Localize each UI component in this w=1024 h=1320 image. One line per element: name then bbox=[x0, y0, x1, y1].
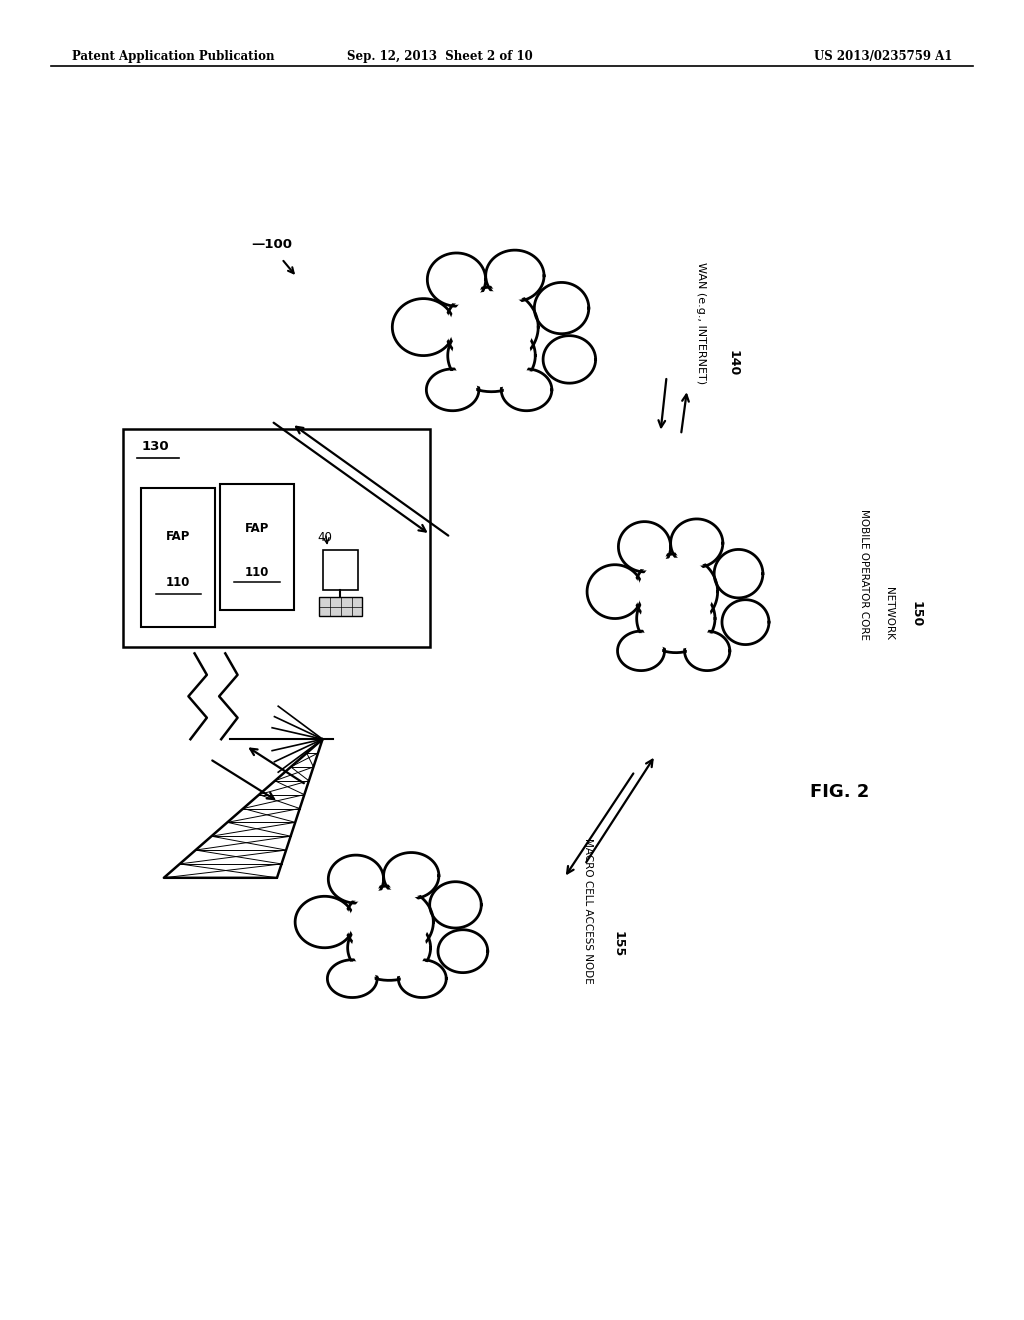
Ellipse shape bbox=[546, 338, 593, 380]
Ellipse shape bbox=[386, 855, 436, 896]
Ellipse shape bbox=[673, 521, 720, 565]
Ellipse shape bbox=[543, 335, 596, 383]
Ellipse shape bbox=[620, 634, 663, 669]
Ellipse shape bbox=[444, 288, 539, 367]
Text: Patent Application Publication: Patent Application Publication bbox=[72, 50, 274, 63]
Ellipse shape bbox=[426, 368, 479, 411]
Ellipse shape bbox=[392, 298, 455, 355]
Text: 130: 130 bbox=[141, 440, 169, 453]
FancyBboxPatch shape bbox=[123, 429, 430, 647]
Ellipse shape bbox=[328, 960, 377, 998]
Text: MACRO CELL ACCESS NODE: MACRO CELL ACCESS NODE bbox=[583, 838, 593, 983]
Ellipse shape bbox=[400, 962, 443, 995]
Ellipse shape bbox=[395, 301, 452, 352]
Ellipse shape bbox=[634, 554, 718, 630]
Ellipse shape bbox=[427, 253, 485, 306]
Ellipse shape bbox=[618, 521, 671, 572]
Ellipse shape bbox=[429, 371, 476, 409]
Ellipse shape bbox=[430, 256, 482, 304]
Ellipse shape bbox=[485, 249, 544, 301]
Ellipse shape bbox=[535, 282, 589, 334]
Ellipse shape bbox=[345, 886, 433, 958]
Ellipse shape bbox=[450, 292, 534, 363]
FancyBboxPatch shape bbox=[323, 550, 358, 590]
Ellipse shape bbox=[440, 932, 485, 970]
Ellipse shape bbox=[621, 524, 668, 569]
Ellipse shape bbox=[537, 285, 586, 331]
Ellipse shape bbox=[348, 915, 431, 981]
Ellipse shape bbox=[438, 929, 487, 973]
Ellipse shape bbox=[504, 371, 549, 409]
Ellipse shape bbox=[641, 587, 711, 649]
Text: 110: 110 bbox=[166, 576, 190, 589]
Ellipse shape bbox=[714, 549, 763, 598]
Ellipse shape bbox=[331, 858, 381, 900]
Text: US 2013/0235759 A1: US 2013/0235759 A1 bbox=[814, 50, 952, 63]
Ellipse shape bbox=[671, 519, 723, 568]
Text: FAP: FAP bbox=[245, 521, 269, 535]
Ellipse shape bbox=[637, 585, 715, 652]
Text: FAP: FAP bbox=[166, 531, 190, 544]
Ellipse shape bbox=[717, 552, 761, 595]
Text: 155: 155 bbox=[611, 931, 625, 957]
Text: MOBILE OPERATOR CORE: MOBILE OPERATOR CORE bbox=[858, 508, 868, 640]
FancyBboxPatch shape bbox=[220, 484, 294, 610]
Text: NETWORK: NETWORK bbox=[885, 587, 894, 640]
Ellipse shape bbox=[352, 919, 426, 977]
FancyBboxPatch shape bbox=[141, 488, 215, 627]
Ellipse shape bbox=[295, 896, 354, 948]
Ellipse shape bbox=[502, 368, 552, 411]
Ellipse shape bbox=[724, 602, 767, 643]
FancyBboxPatch shape bbox=[319, 597, 362, 616]
Text: WAN (e.g., INTERNET): WAN (e.g., INTERNET) bbox=[696, 263, 706, 384]
Ellipse shape bbox=[590, 568, 640, 616]
Ellipse shape bbox=[398, 960, 446, 998]
Ellipse shape bbox=[488, 252, 541, 298]
Text: 110: 110 bbox=[245, 566, 269, 578]
Ellipse shape bbox=[384, 853, 439, 899]
Ellipse shape bbox=[447, 319, 536, 392]
Ellipse shape bbox=[453, 323, 530, 388]
Ellipse shape bbox=[430, 882, 481, 928]
Text: 150: 150 bbox=[910, 601, 923, 627]
Text: Sep. 12, 2013  Sheet 2 of 10: Sep. 12, 2013 Sheet 2 of 10 bbox=[347, 50, 534, 63]
Ellipse shape bbox=[587, 565, 643, 619]
Ellipse shape bbox=[329, 855, 384, 903]
Ellipse shape bbox=[638, 557, 714, 626]
Ellipse shape bbox=[687, 634, 727, 669]
Ellipse shape bbox=[349, 890, 429, 954]
Ellipse shape bbox=[684, 631, 730, 671]
Ellipse shape bbox=[722, 599, 769, 644]
Ellipse shape bbox=[617, 631, 665, 671]
Text: 140: 140 bbox=[727, 350, 739, 376]
Text: 40: 40 bbox=[317, 531, 333, 544]
Ellipse shape bbox=[330, 962, 375, 995]
Ellipse shape bbox=[432, 884, 478, 925]
Text: FIG. 2: FIG. 2 bbox=[810, 783, 869, 801]
Ellipse shape bbox=[298, 899, 351, 945]
Text: —100: —100 bbox=[251, 238, 292, 251]
